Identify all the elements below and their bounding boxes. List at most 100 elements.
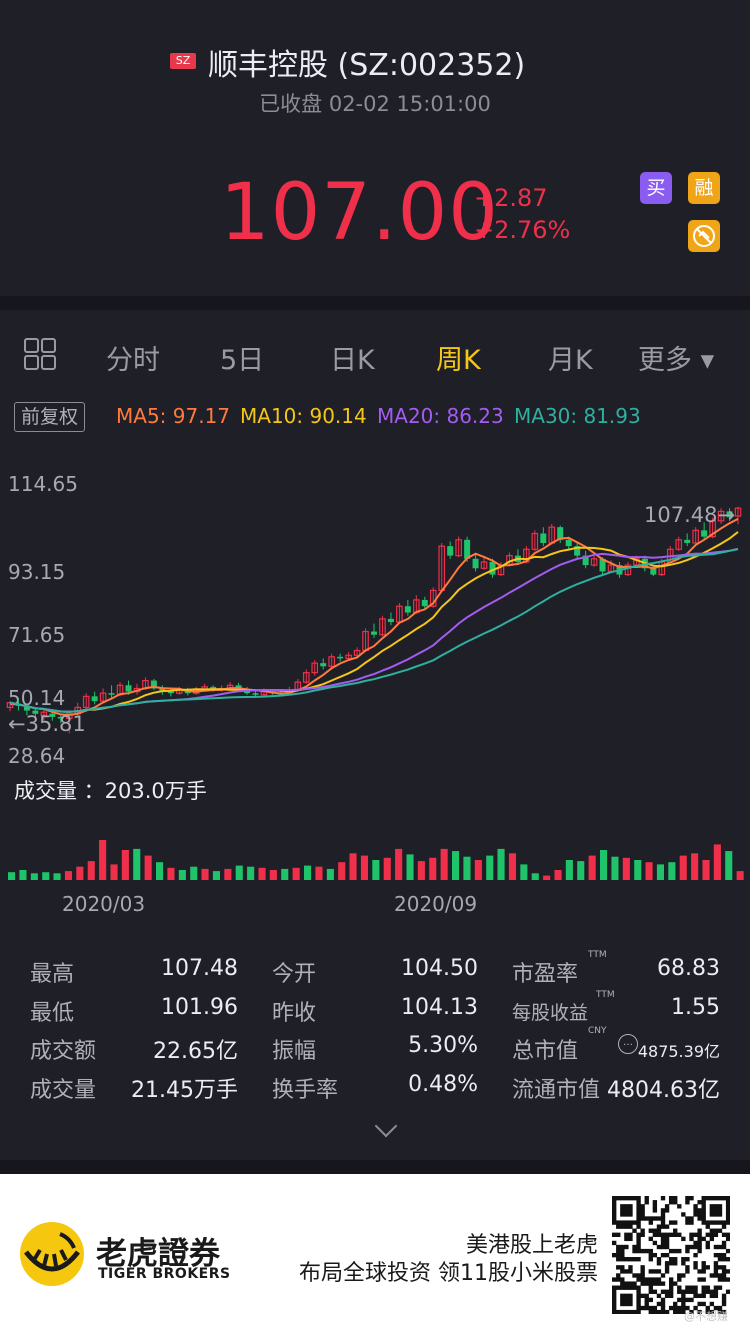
qr-module (652, 1281, 658, 1286)
volume-bar (167, 867, 175, 880)
tab-weekly-k[interactable]: 周K (436, 345, 481, 376)
volume-bar (110, 864, 118, 880)
qr-module (697, 1232, 702, 1237)
qr-module (705, 1220, 710, 1225)
candle-body (49, 713, 56, 717)
qr-module (656, 1277, 662, 1282)
qr-module (717, 1277, 723, 1282)
info-icon[interactable]: … (618, 1034, 638, 1054)
volume-bar (53, 873, 61, 880)
volume-bar (497, 848, 505, 880)
volume-bar (588, 855, 596, 880)
qr-module (648, 1285, 653, 1290)
buy-badge[interactable]: 买 (640, 172, 672, 204)
tab-daily-k[interactable]: 日K (330, 345, 375, 376)
qr-module (664, 1269, 670, 1274)
qr-module (713, 1252, 719, 1258)
qr-module (612, 1220, 617, 1225)
qr-module (685, 1200, 690, 1205)
volume-bar (269, 870, 277, 880)
qr-module (636, 1301, 641, 1307)
qr-module (640, 1265, 645, 1270)
qr-module (681, 1293, 686, 1299)
qr-module (636, 1240, 641, 1246)
stat-value-amplitude: 5.30% (408, 1033, 478, 1058)
qr-module (628, 1232, 633, 1237)
volume-bar (156, 862, 164, 880)
stat-sup-eps: TTM (596, 990, 615, 1000)
qr-module (660, 1224, 666, 1229)
volume-chart[interactable] (0, 830, 750, 882)
tiger-logo-icon (20, 1222, 84, 1286)
candle-body (32, 710, 39, 714)
tab-more[interactable]: 更多 ▾ (638, 345, 715, 376)
margin-badge[interactable]: 融 (688, 172, 720, 204)
volume-bar (42, 872, 50, 880)
qr-module (721, 1244, 727, 1250)
qr-module (620, 1252, 625, 1258)
tab-5day[interactable]: 5日 (220, 345, 265, 376)
qr-module (628, 1301, 633, 1307)
ma30-label: MA30: 81.93 (514, 404, 641, 428)
candle-body (480, 561, 488, 569)
candle-body (726, 511, 733, 518)
qr-module (701, 1265, 706, 1270)
qr-module (620, 1269, 625, 1274)
market-status: 已收盘 02-02 15:01:00 (259, 92, 491, 116)
tab-intraday[interactable]: 分时 (106, 345, 160, 376)
ma-line (9, 518, 739, 717)
qr-module (652, 1232, 658, 1237)
layout-grid-icon[interactable] (24, 338, 56, 370)
qr-module (721, 1232, 727, 1237)
price-adjust-button[interactable]: 前复权 (14, 402, 86, 432)
volume-bar (679, 855, 687, 880)
qr-module (697, 1228, 702, 1233)
no-short-icon[interactable] (688, 220, 720, 252)
qr-module (717, 1196, 723, 1201)
qr-module (681, 1261, 686, 1266)
qr-module (693, 1208, 698, 1213)
qr-module (624, 1212, 629, 1217)
qr-module (701, 1196, 706, 1201)
quote-header: SZ 顺丰控股 (SZ:002352) 已收盘 02-02 15:01:00 1… (0, 0, 750, 296)
qr-module (652, 1305, 658, 1311)
qr-module (648, 1305, 653, 1311)
volume-bar (201, 868, 209, 880)
qr-module (652, 1228, 658, 1233)
qr-module (685, 1297, 690, 1303)
qr-module (668, 1257, 674, 1262)
qr-module (632, 1281, 637, 1286)
qr-module (628, 1281, 633, 1286)
volume-bar (99, 840, 107, 880)
tab-monthly-k[interactable]: 月K (548, 345, 593, 376)
qr-module (709, 1309, 715, 1314)
qr-module (624, 1208, 629, 1213)
qr-module (705, 1309, 710, 1314)
qr-module (721, 1265, 727, 1270)
qr-module (648, 1309, 653, 1314)
qr-module (616, 1285, 621, 1290)
qr-module (668, 1232, 674, 1237)
qr-module (673, 1261, 678, 1266)
high-marker-label: 107.48→ (644, 503, 736, 527)
y-tick-label: 114.65 (8, 472, 78, 496)
candle-body (701, 530, 708, 537)
volume-bar (304, 865, 312, 880)
volume-bar (212, 871, 220, 880)
qr-module (612, 1232, 617, 1237)
volume-bar (315, 866, 323, 880)
qr-module (693, 1232, 698, 1237)
qr-module (620, 1293, 625, 1299)
qr-module (660, 1240, 666, 1246)
qr-module (705, 1285, 710, 1290)
qr-module (721, 1297, 727, 1303)
volume-bar (133, 848, 141, 880)
qr-module (693, 1265, 698, 1270)
no-short-icon-glyph (693, 225, 715, 247)
qr-module (616, 1244, 621, 1250)
chevron-down-icon[interactable] (374, 1114, 398, 1138)
qr-module (725, 1236, 730, 1242)
qr-code-icon[interactable] (612, 1196, 730, 1314)
qr-module (644, 1293, 649, 1299)
candlestick-chart[interactable] (0, 440, 750, 770)
